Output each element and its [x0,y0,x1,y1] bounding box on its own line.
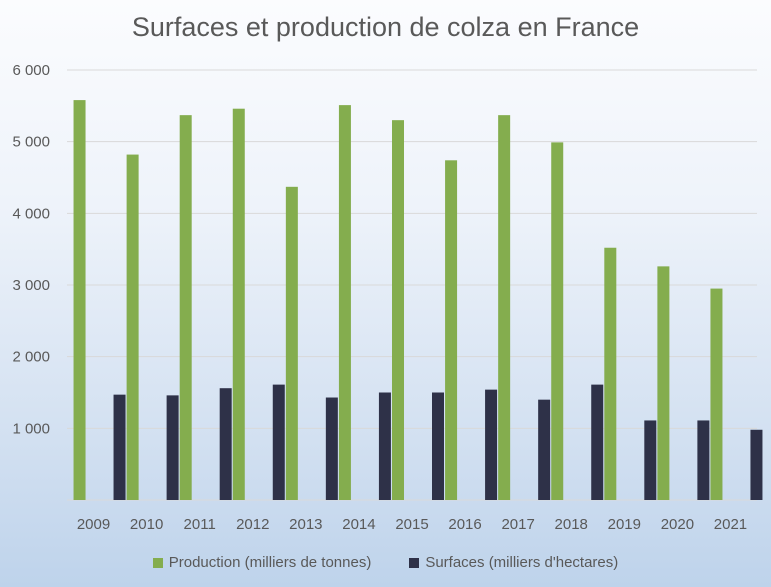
bar-surfaces [325,397,338,500]
bar-production [710,288,723,500]
legend: Production (milliers de tonnes) Surfaces… [0,554,771,571]
bar-production [338,105,351,500]
bar-surfaces [378,392,391,500]
bar-surfaces [272,384,285,500]
bar-production [657,266,670,500]
bar-production [285,186,298,501]
bar-production [498,115,511,501]
y-tick-label: 4 000 [12,205,50,222]
chart-title: Surfaces et production de colza en Franc… [131,12,640,42]
x-tick-label: 2021 [714,516,747,533]
bar-production [604,247,617,500]
legend-label-production: Production (milliers de tonnes) [168,554,372,571]
legend-item-surfaces: Surfaces (milliers d'hectares) [409,554,618,571]
bar-surfaces [538,399,551,500]
bar-surfaces [166,395,179,500]
bar-production [445,160,458,501]
bar-production [392,120,404,501]
legend-swatch-production [152,557,163,568]
bar-surfaces [113,394,126,500]
x-tick-label: 2015 [395,516,428,533]
x-tick-label: 2016 [448,516,481,533]
bar-surfaces [485,389,498,500]
legend-label-surfaces: Surfaces (milliers d'hectares) [425,554,619,571]
y-tick-label: 1 000 [12,420,50,437]
x-tick-label: 2019 [608,516,641,533]
bar-production [232,108,245,500]
bar-surfaces [697,420,710,500]
x-tick-label: 2012 [236,516,269,533]
y-tick-label: 5 000 [12,134,50,151]
x-tick-label: 2020 [661,516,694,533]
bar-surfaces [591,384,604,500]
bar-surfaces [432,392,444,500]
bar-surfaces [750,429,763,500]
bar-production [126,154,139,501]
x-tick-label: 2010 [130,516,163,533]
bar-production [73,100,86,500]
y-tick-label: 3 000 [12,277,50,294]
x-tick-label: 2017 [501,516,534,533]
x-tick-label: 2009 [77,516,110,533]
x-tick-label: 2011 [184,516,216,533]
x-tick-label: 2014 [342,516,375,533]
legend-swatch-surfaces [409,557,420,568]
bar-production [179,115,192,501]
bar-production [551,142,564,500]
y-tick-label: 6 000 [12,62,50,79]
x-tick-label: 2018 [555,516,588,533]
bar-surfaces [644,420,657,500]
y-tick-label: 2 000 [12,349,50,366]
bar-surfaces [219,388,232,500]
x-tick-label: 2013 [289,516,322,533]
legend-item-production: Production (milliers de tonnes) [152,554,372,571]
